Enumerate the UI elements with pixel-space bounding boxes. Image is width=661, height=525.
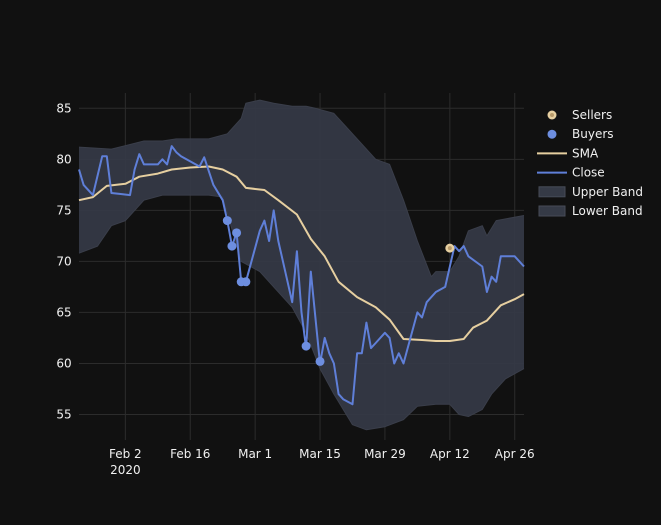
buyer-point bbox=[222, 216, 232, 226]
lower-band-line bbox=[78, 194, 525, 431]
y-tick-label: 65 bbox=[56, 305, 71, 319]
x-tick-label: Mar 29 bbox=[364, 447, 406, 461]
legend-label: Lower Band bbox=[572, 204, 643, 218]
x-axis-ticks: Feb 2 2020 Feb 16 Mar 1 Mar 15 Mar 29 Apr 12 Ap… bbox=[109, 447, 535, 477]
x-tick-sublabel: 2020 bbox=[110, 463, 141, 477]
legend-swatch bbox=[538, 186, 566, 198]
x-tick-label: Feb 16 bbox=[170, 447, 210, 461]
seller-point-center bbox=[447, 246, 452, 251]
band-fill bbox=[79, 100, 524, 430]
legend-label: SMA bbox=[572, 146, 599, 160]
y-tick-label: 55 bbox=[56, 407, 71, 421]
legend-item-close[interactable]: Close bbox=[537, 166, 605, 180]
x-tick-label: Apr 12 bbox=[430, 447, 470, 461]
legend[interactable]: Sellers Buyers SMA Close Upper Band Lower Ban… bbox=[537, 108, 643, 218]
legend-marker bbox=[547, 129, 557, 139]
sma-line bbox=[78, 165, 525, 342]
legend-label: Buyers bbox=[572, 127, 614, 141]
buyer-point bbox=[241, 277, 251, 287]
legend-label: Close bbox=[572, 166, 605, 180]
x-tick-label: Feb 2 bbox=[109, 447, 142, 461]
band-area bbox=[79, 100, 524, 430]
y-axis-ticks: 55 60 65 70 75 80 85 bbox=[56, 101, 71, 421]
legend-item-sellers[interactable]: Sellers bbox=[547, 108, 613, 122]
x-tick-label: Mar 15 bbox=[299, 447, 341, 461]
y-tick-label: 75 bbox=[56, 203, 71, 217]
y-tick-label: 60 bbox=[56, 356, 71, 370]
y-tick-label: 85 bbox=[56, 101, 71, 115]
legend-item-upper-band[interactable]: Upper Band bbox=[538, 185, 643, 199]
buyer-point bbox=[315, 356, 325, 366]
buyer-point bbox=[232, 228, 242, 238]
close-line bbox=[78, 145, 525, 406]
y-tick-label: 80 bbox=[56, 152, 71, 166]
legend-label: Upper Band bbox=[572, 185, 643, 199]
legend-item-buyers[interactable]: Buyers bbox=[547, 127, 614, 141]
legend-swatch bbox=[538, 205, 566, 217]
upper-band-line bbox=[78, 99, 525, 278]
legend-item-sma[interactable]: SMA bbox=[537, 146, 599, 160]
y-tick-label: 70 bbox=[56, 254, 71, 268]
x-tick-label: Apr 26 bbox=[495, 447, 535, 461]
legend-label: Sellers bbox=[572, 108, 612, 122]
buyer-point bbox=[301, 341, 311, 351]
legend-item-lower-band[interactable]: Lower Band bbox=[538, 204, 643, 218]
markers bbox=[222, 216, 455, 366]
legend-marker-center bbox=[550, 113, 554, 117]
buyer-point bbox=[227, 241, 237, 251]
x-tick-label: Mar 1 bbox=[238, 447, 272, 461]
series-lines bbox=[78, 99, 525, 431]
